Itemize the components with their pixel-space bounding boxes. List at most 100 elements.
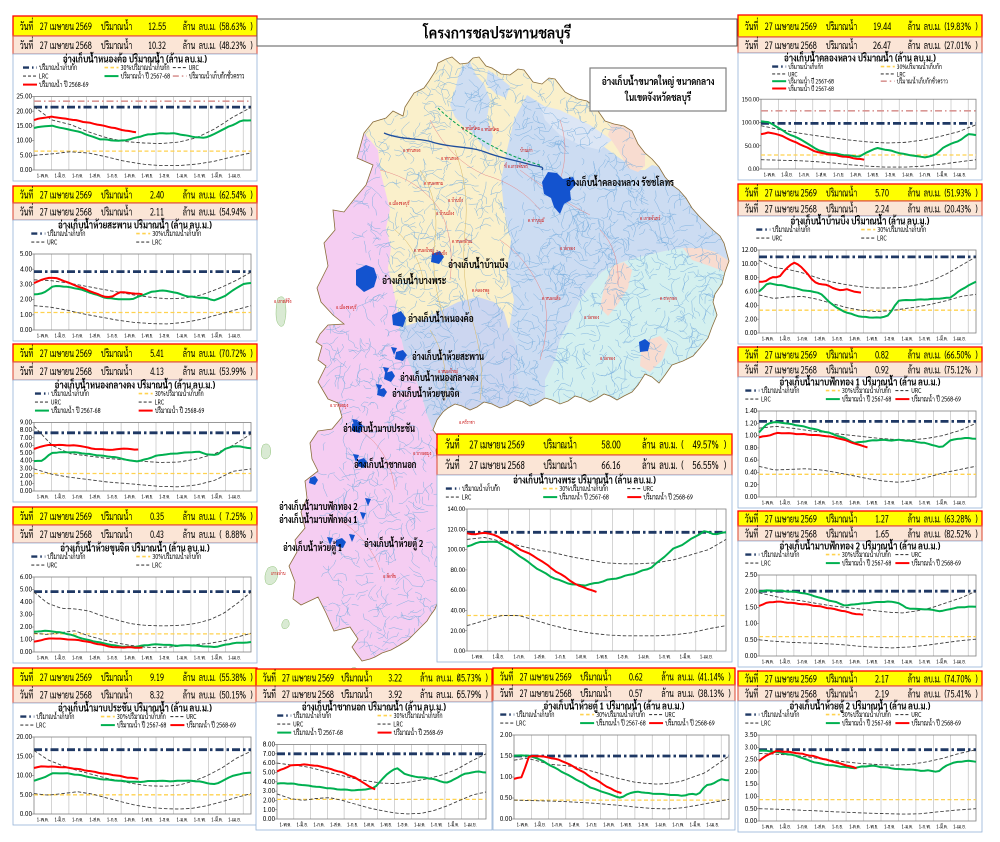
- svg-text:54.94%: 54.94%: [221, 205, 246, 219]
- svg-text:62.54%: 62.54%: [221, 188, 246, 202]
- svg-text:ปริมาณน้ำ ปี 2568-69: ปริมาณน้ำ ปี 2568-69: [394, 727, 444, 737]
- svg-text:ต.ธาตุทอง: ต.ธาตุทอง: [660, 296, 677, 303]
- svg-text:3.00: 3.00: [262, 786, 275, 795]
- svg-text:1.00: 1.00: [745, 618, 758, 627]
- svg-text:5.00: 5.00: [20, 448, 33, 457]
- svg-text:1-ก.ย.: 1-ก.ย.: [833, 172, 844, 179]
- svg-text:1-ม.ค.: 1-ม.ค.: [638, 654, 650, 661]
- svg-text:15.00: 15.00: [16, 121, 32, 130]
- svg-text:48.23%: 48.23%: [221, 38, 246, 52]
- svg-text:1-ก.ค.: 1-ก.ค.: [72, 655, 84, 662]
- svg-text:1-เม.ย.: 1-เม.ย.: [228, 494, 241, 501]
- svg-text:ปริมาณน้ำเก็บกักชั่วคราว: ปริมาณน้ำเก็บกักชั่วคราว: [189, 69, 245, 81]
- svg-text:1-ธ.ค.: 1-ธ.ค.: [617, 654, 628, 661]
- svg-text:2.00: 2.00: [744, 314, 757, 323]
- svg-text:อ.บ้านบึง: อ.บ้านบึง: [432, 248, 447, 257]
- svg-text:URC: URC: [665, 710, 675, 719]
- svg-text:1.00: 1.00: [745, 430, 758, 439]
- svg-text:1-มิ.ย.: 1-มิ.ย.: [54, 816, 66, 824]
- svg-text:1-พ.ย.: 1-พ.ย.: [866, 659, 878, 666]
- svg-text:1-มี.ค.: 1-มี.ค.: [211, 332, 223, 340]
- svg-text:1-มิ.ย.: 1-มิ.ย.: [492, 653, 504, 661]
- svg-text:27 เมษายน 2568: 27 เมษายน 2568: [765, 363, 817, 377]
- svg-text:0.50: 0.50: [745, 804, 758, 813]
- svg-text:อ่างเก็บน้ำบ้านบึง ปริมาณน้ำ: อ่างเก็บน้ำบ้านบึง ปริมาณน้ำ (ล้าน ลบ.ม.…: [790, 213, 930, 227]
- svg-text:0.60: 0.60: [745, 455, 758, 464]
- svg-text:ล้าน ลบ.ม. (: ล้าน ลบ.ม. (: [661, 686, 700, 700]
- svg-text:URC: URC: [788, 71, 798, 79]
- svg-text:1-ส.ค.: 1-ส.ค.: [534, 654, 546, 661]
- svg-text:URC: URC: [911, 550, 921, 559]
- svg-text:1-ธ.ค.: 1-ธ.ค.: [159, 333, 170, 340]
- svg-text:อ่างเก็บน้ำมาบฟักทอง 2 ปริมาณ: อ่างเก็บน้ำมาบฟักทอง 2 ปริมาณน้ำ (ล้าน ล…: [779, 538, 941, 552]
- svg-text:): ): [250, 688, 252, 702]
- svg-text:): ): [975, 186, 977, 200]
- svg-text:ปริมาณน้ำ ปี 2567-68: ปริมาณน้ำ ปี 2567-68: [121, 71, 171, 81]
- svg-text:80.00: 80.00: [450, 566, 465, 574]
- svg-text:0.40: 0.40: [745, 467, 758, 476]
- svg-text:ปริมาณน้ำ: ปริมาณน้ำ: [543, 436, 577, 452]
- svg-text:12.00: 12.00: [741, 245, 757, 254]
- svg-text:อ่างเก็บน้ำหนองกลางดง: อ่างเก็บน้ำหนองกลางดง: [400, 370, 478, 384]
- svg-text:ปริมาณน้ำ: ปริมาณน้ำ: [543, 456, 577, 472]
- svg-text:ปริมาณน้ำ: ปริมาณน้ำ: [101, 508, 133, 523]
- svg-text:1-มิ.ย.: 1-มิ.ย.: [779, 499, 791, 507]
- svg-text:ปริมาณน้ำ: ปริมาณน้ำ: [826, 362, 858, 377]
- svg-text:1-มิ.ย.: 1-มิ.ย.: [54, 493, 66, 501]
- svg-text:49.57%: 49.57%: [692, 438, 718, 452]
- svg-text:ปริมาณน้ำ: ปริมาณน้ำ: [826, 18, 858, 33]
- svg-text:75.12%: 75.12%: [946, 363, 971, 377]
- svg-text:วันที่: วันที่: [745, 510, 758, 526]
- svg-text:1-ต.ค.: 1-ต.ค.: [124, 655, 136, 662]
- svg-text:ปริมาณน้ำ: ปริมาณน้ำ: [826, 347, 858, 362]
- svg-text:): ): [975, 687, 977, 701]
- svg-text:เกาะล้าน: เกาะล้าน: [271, 568, 285, 577]
- svg-text:อ.ศรีราชา: อ.ศรีราชา: [459, 418, 475, 426]
- svg-text:อ.พนัสนิคม: อ.พนัสนิคม: [481, 125, 500, 133]
- svg-text:1-ส.ค.: 1-ส.ค.: [814, 659, 826, 666]
- svg-text:วันที่: วันที่: [745, 36, 758, 52]
- svg-text:1-เม.ย.: 1-เม.ย.: [953, 172, 966, 179]
- svg-text:วันที่: วันที่: [745, 685, 758, 701]
- svg-text:วันที่: วันที่: [745, 670, 758, 686]
- svg-text:1-ธ.ค.: 1-ธ.ค.: [159, 817, 170, 824]
- svg-text:6.00: 6.00: [263, 758, 276, 767]
- svg-text:ล้าน ลบ.ม. (: ล้าน ลบ.ม. (: [908, 38, 947, 52]
- svg-text:ปริมาณน้ำเก็บกัก: ปริมาณน้ำเก็บกัก: [761, 549, 799, 559]
- svg-text:อ.เมืองชลบุรี: อ.เมืองชลบุรี: [389, 199, 410, 207]
- svg-text:ปริมาณน้ำเก็บกัก: ปริมาณน้ำเก็บกัก: [761, 385, 799, 395]
- svg-text:2.00: 2.00: [744, 767, 757, 776]
- svg-text:1-มี.ค.: 1-มี.ค.: [936, 171, 948, 179]
- svg-text:อ่างเก็บน้ำหนองค้อ ปริมาณน้ำ: อ่างเก็บน้ำหนองค้อ ปริมาณน้ำ (ล้าน ลบ.ม.…: [63, 51, 208, 65]
- svg-text:27.01%: 27.01%: [946, 38, 971, 52]
- svg-text:LRC: LRC: [761, 559, 771, 568]
- svg-text:30%ปริมาณน้ำเก็บกัก: 30%ปริมาณน้ำเก็บกัก: [559, 483, 608, 493]
- svg-text:ล้าน ลบ.ม. (: ล้าน ลบ.ม. (: [183, 188, 222, 202]
- svg-text:6.00: 6.00: [20, 440, 33, 449]
- svg-text:74.70%: 74.70%: [946, 672, 971, 686]
- svg-text:1-ส.ค.: 1-ส.ค.: [814, 336, 826, 343]
- svg-text:30%ปริมาณน้ำเก็บกัก: 30%ปริมาณน้ำเก็บกัก: [842, 385, 891, 395]
- svg-text:1-พ.ค.: 1-พ.ค.: [764, 172, 776, 179]
- svg-text:100.00: 100.00: [447, 545, 465, 553]
- svg-text:0.00: 0.00: [20, 165, 33, 174]
- svg-text:1-มิ.ย.: 1-มิ.ย.: [779, 658, 791, 666]
- svg-text:2.00: 2.00: [19, 471, 32, 480]
- svg-text:2.19: 2.19: [875, 687, 889, 701]
- svg-text:2.50: 2.50: [744, 754, 757, 763]
- svg-text:27 เมษายน 2569: 27 เมษายน 2569: [40, 346, 92, 360]
- svg-text:1-พ.ย.: 1-พ.ย.: [141, 817, 153, 824]
- svg-text:1-ก.ย.: 1-ก.ย.: [586, 822, 597, 829]
- svg-text:1-ก.ย.: 1-ก.ย.: [832, 659, 843, 666]
- svg-text:): ): [728, 686, 730, 700]
- svg-text:56.55%: 56.55%: [692, 459, 718, 473]
- svg-text:ต.ท่าบุญมี: ต.ท่าบุญมี: [528, 216, 545, 224]
- svg-text:1-ต.ค.: 1-ต.ค.: [576, 654, 588, 661]
- svg-text:0.20: 0.20: [745, 480, 758, 489]
- svg-text:1-ก.พ.: 1-ก.พ.: [430, 822, 442, 829]
- svg-text:1-พ.ย.: 1-พ.ย.: [867, 172, 879, 179]
- svg-text:4.00: 4.00: [263, 777, 276, 786]
- svg-text:1-ส.ค.: 1-ส.ค.: [814, 824, 826, 831]
- svg-text:1-ธ.ค.: 1-ธ.ค.: [159, 655, 170, 662]
- svg-text:5.00: 5.00: [20, 584, 33, 593]
